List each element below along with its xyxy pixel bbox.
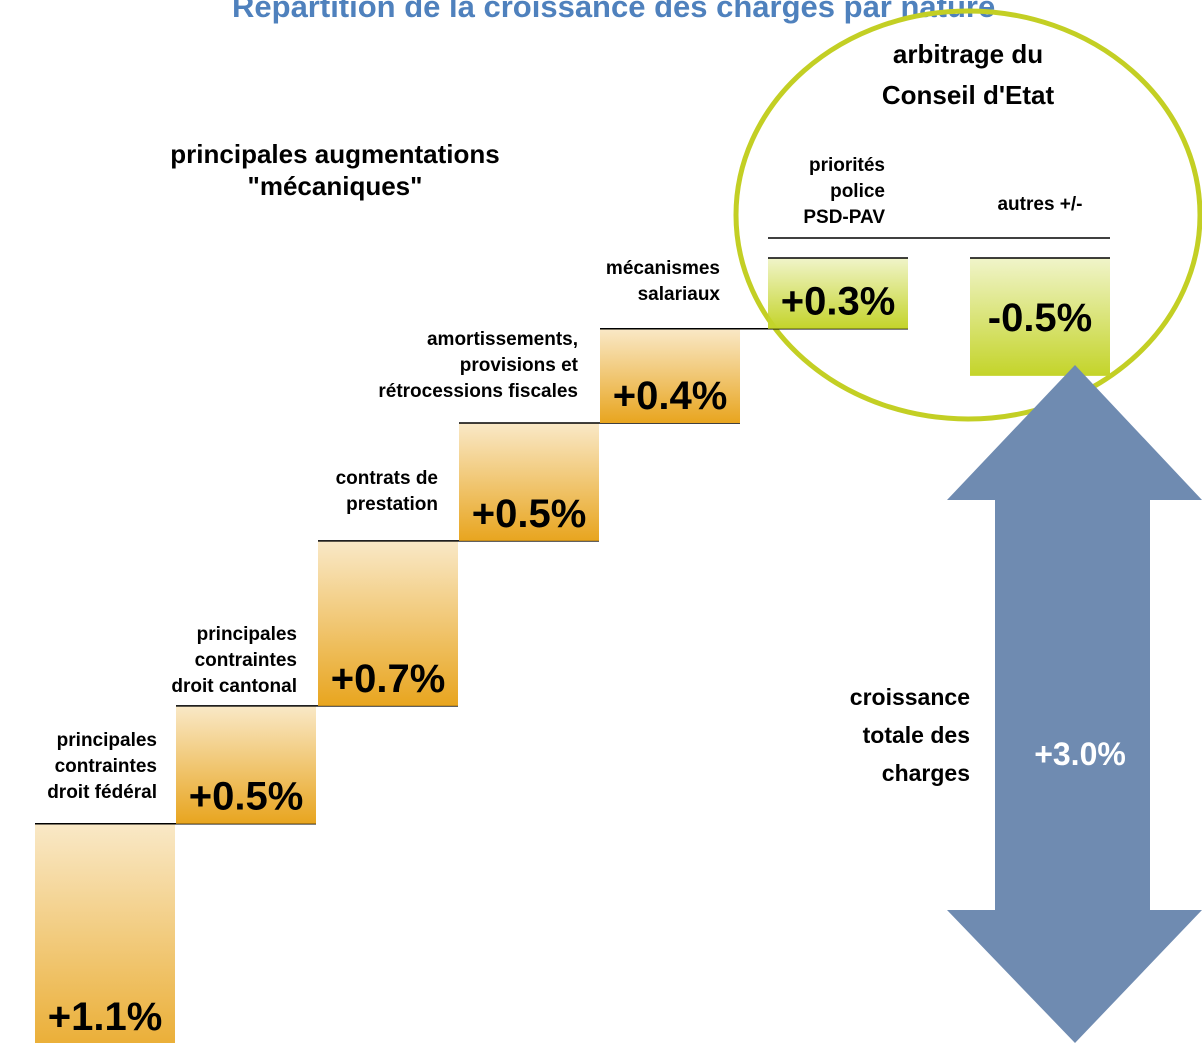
bar [318, 540, 458, 706]
category-label: contrats de [336, 468, 438, 489]
value-label: +0.4% [613, 374, 728, 418]
value-label: +0.3% [781, 280, 896, 324]
bar [768, 258, 908, 329]
total-label: totale des [863, 722, 970, 748]
category-label: mécanismes [606, 258, 720, 279]
category-label: autres +/- [997, 194, 1082, 215]
value-label: +0.5% [472, 492, 587, 536]
category-label: principales [57, 730, 157, 751]
group-label: Conseil d'Etat [882, 80, 1055, 110]
category-label: priorités [809, 155, 885, 176]
value-label: +0.7% [331, 657, 446, 701]
category-label: salariaux [638, 284, 721, 305]
group-label: principales augmentations [170, 139, 499, 169]
category-label: droit fédéral [47, 782, 157, 803]
total-arrow [947, 365, 1202, 1043]
category-label: police [830, 181, 885, 202]
category-label: provisions et [460, 355, 579, 376]
group-label: "mécaniques" [248, 171, 423, 201]
category-label: droit cantonal [171, 676, 297, 697]
bar [176, 705, 316, 824]
category-label: PSD-PAV [803, 207, 885, 228]
value-label: +1.1% [48, 995, 163, 1039]
category-label: contraintes [55, 756, 157, 777]
category-label: principales [197, 624, 297, 645]
value-label: +0.5% [189, 775, 304, 819]
chart-title: Répartition de la croissance des charges… [232, 0, 995, 24]
bar [35, 823, 175, 1043]
category-label: prestation [346, 494, 438, 515]
bar [600, 328, 740, 423]
total-label: croissance [850, 684, 970, 710]
value-label: -0.5% [988, 296, 1093, 340]
bar [970, 258, 1110, 376]
total-label: charges [882, 760, 970, 786]
arbitrage-circle [733, 8, 1202, 422]
category-label: amortissements, [427, 329, 578, 350]
total-value: +3.0% [1034, 736, 1126, 772]
category-label: contraintes [195, 650, 297, 671]
bar [459, 423, 599, 541]
category-label: rétrocessions fiscales [378, 381, 578, 402]
group-label: arbitrage du [893, 39, 1043, 69]
